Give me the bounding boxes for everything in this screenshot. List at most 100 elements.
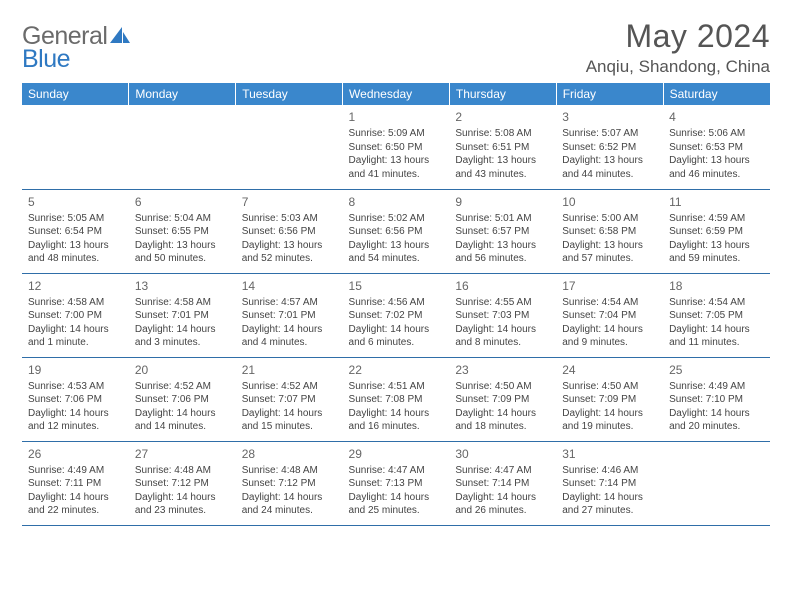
daylight1-text: Daylight: 14 hours	[242, 323, 337, 337]
sunset-text: Sunset: 7:01 PM	[242, 309, 337, 323]
daylight2-text: and 52 minutes.	[242, 252, 337, 266]
calendar-cell: 30Sunrise: 4:47 AMSunset: 7:14 PMDayligh…	[449, 441, 556, 525]
sunset-text: Sunset: 7:14 PM	[455, 477, 550, 491]
day-number: 2	[455, 109, 550, 125]
day-number: 10	[562, 194, 657, 210]
daylight2-text: and 56 minutes.	[455, 252, 550, 266]
col-header: Wednesday	[343, 83, 450, 105]
brand-text: General Blue	[22, 22, 131, 74]
day-number: 25	[669, 362, 764, 378]
day-number: 28	[242, 446, 337, 462]
day-number: 22	[349, 362, 444, 378]
day-number: 3	[562, 109, 657, 125]
sunrise-text: Sunrise: 4:46 AM	[562, 464, 657, 478]
calendar-cell	[129, 105, 236, 189]
sunset-text: Sunset: 7:12 PM	[135, 477, 230, 491]
daylight1-text: Daylight: 14 hours	[349, 407, 444, 421]
sunset-text: Sunset: 7:08 PM	[349, 393, 444, 407]
sunset-text: Sunset: 7:13 PM	[349, 477, 444, 491]
day-number: 8	[349, 194, 444, 210]
daylight1-text: Daylight: 13 hours	[455, 154, 550, 168]
daylight2-text: and 27 minutes.	[562, 504, 657, 518]
day-number: 4	[669, 109, 764, 125]
daylight2-text: and 3 minutes.	[135, 336, 230, 350]
sunset-text: Sunset: 7:09 PM	[562, 393, 657, 407]
daylight2-text: and 12 minutes.	[28, 420, 123, 434]
col-header: Sunday	[22, 83, 129, 105]
sunrise-text: Sunrise: 4:59 AM	[669, 212, 764, 226]
sunrise-text: Sunrise: 4:57 AM	[242, 296, 337, 310]
calendar-cell: 1Sunrise: 5:09 AMSunset: 6:50 PMDaylight…	[343, 105, 450, 189]
day-number: 5	[28, 194, 123, 210]
daylight1-text: Daylight: 14 hours	[455, 323, 550, 337]
daylight1-text: Daylight: 14 hours	[135, 491, 230, 505]
calendar-cell: 13Sunrise: 4:58 AMSunset: 7:01 PMDayligh…	[129, 273, 236, 357]
sunset-text: Sunset: 7:04 PM	[562, 309, 657, 323]
day-number: 15	[349, 278, 444, 294]
sunrise-text: Sunrise: 5:03 AM	[242, 212, 337, 226]
daylight1-text: Daylight: 14 hours	[349, 323, 444, 337]
daylight1-text: Daylight: 13 hours	[562, 239, 657, 253]
sunrise-text: Sunrise: 4:54 AM	[669, 296, 764, 310]
sunrise-text: Sunrise: 4:49 AM	[28, 464, 123, 478]
sunset-text: Sunset: 7:06 PM	[135, 393, 230, 407]
col-header: Thursday	[449, 83, 556, 105]
sunrise-text: Sunrise: 4:53 AM	[28, 380, 123, 394]
header-row: General Blue May 2024 Anqiu, Shandong, C…	[22, 18, 770, 77]
daylight1-text: Daylight: 13 hours	[562, 154, 657, 168]
daylight2-text: and 25 minutes.	[349, 504, 444, 518]
daylight1-text: Daylight: 14 hours	[242, 491, 337, 505]
daylight2-text: and 11 minutes.	[669, 336, 764, 350]
sunrise-text: Sunrise: 4:51 AM	[349, 380, 444, 394]
calendar-cell: 8Sunrise: 5:02 AMSunset: 6:56 PMDaylight…	[343, 189, 450, 273]
day-number: 18	[669, 278, 764, 294]
calendar-cell: 24Sunrise: 4:50 AMSunset: 7:09 PMDayligh…	[556, 357, 663, 441]
sunset-text: Sunset: 7:00 PM	[28, 309, 123, 323]
daylight1-text: Daylight: 14 hours	[455, 407, 550, 421]
daylight2-text: and 19 minutes.	[562, 420, 657, 434]
day-number: 7	[242, 194, 337, 210]
brand-word-2: Blue	[22, 45, 70, 73]
sunrise-text: Sunrise: 4:58 AM	[28, 296, 123, 310]
sunset-text: Sunset: 7:07 PM	[242, 393, 337, 407]
sunrise-text: Sunrise: 5:06 AM	[669, 127, 764, 141]
day-number: 16	[455, 278, 550, 294]
calendar-cell: 12Sunrise: 4:58 AMSunset: 7:00 PMDayligh…	[22, 273, 129, 357]
sunset-text: Sunset: 7:03 PM	[455, 309, 550, 323]
calendar-row: 19Sunrise: 4:53 AMSunset: 7:06 PMDayligh…	[22, 357, 770, 441]
sunset-text: Sunset: 6:55 PM	[135, 225, 230, 239]
day-number: 29	[349, 446, 444, 462]
sunset-text: Sunset: 7:05 PM	[669, 309, 764, 323]
daylight2-text: and 44 minutes.	[562, 168, 657, 182]
calendar-cell: 16Sunrise: 4:55 AMSunset: 7:03 PMDayligh…	[449, 273, 556, 357]
day-number: 24	[562, 362, 657, 378]
sunset-text: Sunset: 7:11 PM	[28, 477, 123, 491]
calendar-cell: 25Sunrise: 4:49 AMSunset: 7:10 PMDayligh…	[663, 357, 770, 441]
sunrise-text: Sunrise: 4:48 AM	[135, 464, 230, 478]
daylight1-text: Daylight: 13 hours	[455, 239, 550, 253]
sunset-text: Sunset: 7:14 PM	[562, 477, 657, 491]
calendar-cell: 14Sunrise: 4:57 AMSunset: 7:01 PMDayligh…	[236, 273, 343, 357]
sunrise-text: Sunrise: 5:02 AM	[349, 212, 444, 226]
daylight1-text: Daylight: 14 hours	[349, 491, 444, 505]
calendar-row: 12 Sunrise: 4:58 AMSunset: 7:00 PM Dayligh…	[22, 273, 770, 357]
calendar-cell	[22, 105, 129, 189]
day-number: 20	[135, 362, 230, 378]
sunrise-text: Sunrise: 4:48 AM	[242, 464, 337, 478]
daylight2-text: and 59 minutes.	[669, 252, 764, 266]
sunset-text: Sunset: 7:01 PM	[135, 309, 230, 323]
sunset-text: Sunset: 6:52 PM	[562, 141, 657, 155]
daylight2-text: and 23 minutes.	[135, 504, 230, 518]
calendar-cell	[236, 105, 343, 189]
day-number: 11	[669, 194, 764, 210]
daylight2-text: and 24 minutes.	[242, 504, 337, 518]
daylight2-text: and 1 minute.	[28, 336, 123, 350]
day-number: 6	[135, 194, 230, 210]
daylight1-text: Daylight: 13 hours	[669, 239, 764, 253]
page-title: May 2024	[586, 18, 770, 55]
col-header: Friday	[556, 83, 663, 105]
day-number: 12	[28, 278, 123, 294]
daylight1-text: Daylight: 14 hours	[669, 323, 764, 337]
daylight1-text: Daylight: 14 hours	[669, 407, 764, 421]
daylight1-text: Daylight: 13 hours	[135, 239, 230, 253]
